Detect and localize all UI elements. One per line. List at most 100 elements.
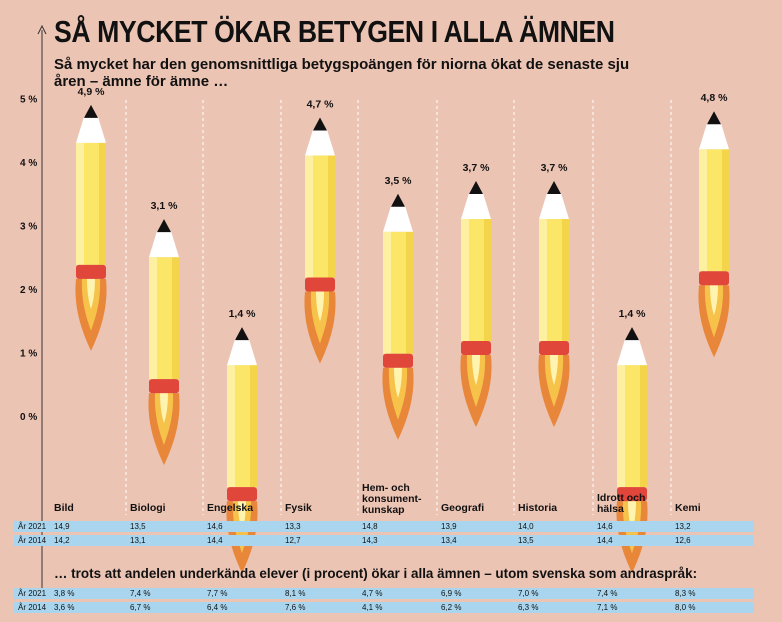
y-tick-label: 2 % [20,285,37,296]
pencil-highlight [149,257,157,380]
table-cell: 8,0 % [675,603,696,612]
pencil-shade [99,142,106,265]
table-cell: 8,1 % [285,589,306,598]
subject-label: Hem- och konsument-kunskap [362,482,422,516]
flame-core [394,367,402,398]
table-cell: 3,6 % [54,603,75,612]
pencil-highlight [383,231,391,354]
table-cell: 14,2 [54,536,70,545]
table-cell: 13,3 [285,522,301,531]
table-cell: 7,6 % [285,603,306,612]
pencil-wood [383,205,413,232]
table-cell: 6,4 % [207,603,228,612]
pencil-highlight [76,142,84,265]
pencil-eraser [227,487,257,502]
pencil-eraser [76,264,106,279]
table-cell: 4,1 % [362,603,383,612]
row-label: År 2021 [18,589,47,598]
table-row [14,588,754,599]
subject-label: Bild [54,502,74,514]
table-cell: 6,7 % [130,603,151,612]
table-cell: 14,0 [518,522,534,531]
subject-label: Biologi [130,502,166,514]
pencil-bar: 1,4 % [616,308,648,574]
table-cell: 6,2 % [441,603,462,612]
table-cell: 14,6 [207,522,223,531]
pencil-bar: 3,7 % [538,162,570,428]
pencil-highlight [699,149,707,272]
pencil-wood [617,339,647,366]
row-label: År 2021 [18,522,47,531]
table-cell: 14,6 [597,522,613,531]
axis-arrow-icon [37,24,47,35]
page-subtitle: Så mycket har den genomsnittliga betygsp… [54,56,630,90]
table-cell: 13,9 [441,522,457,531]
pencil-bar: 4,9 % [75,86,107,351]
table-cell: 6,3 % [518,603,539,612]
table-cell: 7,1 % [597,603,618,612]
table-cell: 14,3 [362,536,378,545]
pencil-wood [461,193,491,220]
pencil-shade [406,231,413,354]
pencil-bar: 3,1 % [148,200,180,466]
pencil-eraser [699,271,729,286]
pencil-eraser [305,277,335,292]
table-cell: 7,7 % [207,589,228,598]
subject-label: Fysik [285,502,312,514]
table-row [14,535,754,546]
pencil-bar: 4,8 % [698,92,730,358]
table-cell: 13,4 [441,536,457,545]
table-cell: 12,7 [285,536,301,545]
flame-core [710,285,718,316]
pencil-shade [250,365,257,488]
pencil-tip [547,181,561,195]
pencil-tip [469,181,483,195]
table-cell: 7,0 % [518,589,539,598]
value-label: 3,7 % [541,162,569,174]
pencil-wood [539,193,569,220]
pencil-wood [227,339,257,366]
value-label: 4,9 % [78,86,106,98]
table-cell: 13,5 [130,522,146,531]
pencil-tip [235,327,249,341]
pencil-shade [484,219,491,342]
flame-core [160,393,168,424]
pencil-eraser [149,379,179,394]
table-cell: 14,9 [54,522,70,531]
table-cell: 13,5 [518,536,534,545]
pencil-highlight [539,219,547,342]
pencil-highlight [305,155,313,278]
pencil-wood [699,123,729,150]
table-cell: 12,6 [675,536,691,545]
pencil-bar: 4,7 % [304,99,336,364]
pencil-eraser [539,341,569,356]
value-label: 4,7 % [307,99,335,111]
failing-heading: … trots att andelen underkända elever (i… [54,565,698,581]
subject-label: Geografi [441,502,485,514]
table-cell: 14,4 [207,536,223,545]
pencil-tip [157,219,171,233]
pencil-shade [172,257,179,380]
pencil-highlight [461,219,469,342]
flame-core [316,291,324,322]
pencil-eraser [383,353,413,368]
value-label: 1,4 % [229,308,257,320]
table-cell: 14,8 [362,522,378,531]
page-title: SÅ MYCKET ÖKAR BETYGEN I ALLA ÄMNEN [54,14,615,49]
flame-core [238,501,246,532]
y-tick-label: 4 % [20,158,37,169]
pencil-shade [640,365,647,488]
flame-core [550,355,558,386]
table-cell: 13,2 [675,522,691,531]
flame-core [628,501,636,532]
y-tick-label: 0 % [20,412,37,423]
pencil-tip [625,327,639,341]
subject-label: Kemi [675,502,701,514]
pencil-highlight [227,365,235,488]
table-cell: 13,1 [130,536,146,545]
pencil-shade [722,149,729,272]
subject-label: Idrott och hälsa [597,492,646,515]
table-row [14,521,754,532]
table-cell: 7,4 % [130,589,151,598]
